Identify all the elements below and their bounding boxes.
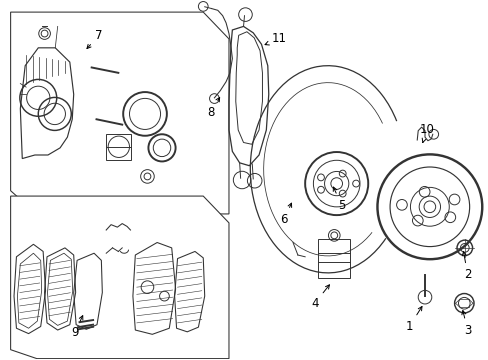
Text: 5: 5 [333, 187, 345, 212]
Text: 4: 4 [310, 285, 329, 310]
Polygon shape [11, 196, 228, 359]
Text: 3: 3 [461, 311, 470, 337]
Text: 8: 8 [206, 98, 219, 119]
Text: 7: 7 [87, 29, 102, 49]
Bar [106, 134, 131, 160]
Bar [318, 239, 349, 278]
Text: 10: 10 [419, 123, 433, 143]
Text: 1: 1 [405, 306, 421, 333]
Text: 11: 11 [264, 32, 286, 45]
Text: 6: 6 [280, 203, 291, 226]
Polygon shape [11, 12, 228, 214]
Text: 2: 2 [461, 252, 470, 281]
Text: 9: 9 [71, 316, 82, 339]
